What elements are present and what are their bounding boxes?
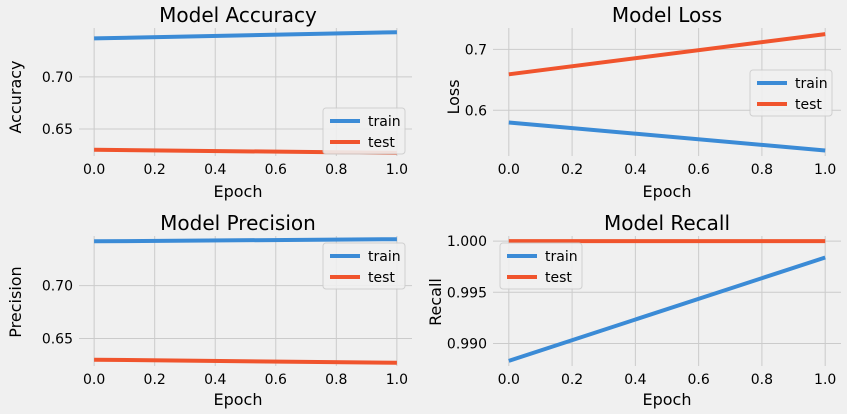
legend-label-test: test: [368, 135, 395, 151]
x-tick-label: 1.0: [814, 372, 836, 388]
x-tick-label: 0.6: [688, 372, 710, 388]
y-tick-label: 0.990: [447, 336, 487, 352]
x-tick-label: 1.0: [386, 372, 408, 388]
y-axis-label-precision: Precision: [6, 266, 25, 337]
chart-title-recall: Model Recall: [604, 211, 730, 235]
y-axis-label-recall: Recall: [426, 278, 445, 326]
x-tick-label: 0.4: [624, 372, 646, 388]
x-tick-label: 0.8: [751, 372, 773, 388]
panel-loss: Model Loss Epoch Loss 0.0 0.2 0.4 0.6 0.8 1.0…: [444, 3, 841, 201]
chart-title-accuracy: Model Accuracy: [159, 3, 317, 27]
x-tick-label: 0.0: [498, 372, 520, 388]
x-tick-label: 0.6: [265, 372, 287, 388]
y-tick-label: 0.65: [42, 122, 73, 138]
x-axis-label-precision: Epoch: [214, 390, 263, 409]
series-line-train-recall: [508, 255, 826, 363]
x-tick-label: 0.0: [83, 372, 105, 388]
series-line-train-accuracy: [94, 30, 397, 41]
x-tick-label: 0.8: [325, 162, 347, 178]
x-tick-label: 0.8: [325, 372, 347, 388]
x-axis-label-loss: Epoch: [643, 182, 692, 201]
x-tick-label: 0.2: [561, 372, 583, 388]
x-tick-label: 0.4: [204, 372, 226, 388]
series-line-test-loss: [508, 32, 826, 77]
x-tick-label: 0.2: [144, 372, 166, 388]
y-tick-label: 0.65: [42, 332, 73, 348]
x-tick-label: 0.6: [265, 162, 287, 178]
y-axis-label-loss: Loss: [444, 79, 463, 114]
legend-label-train: train: [795, 76, 828, 92]
legend-label-test: test: [545, 270, 572, 286]
y-tick-label: 0.70: [42, 70, 73, 86]
legend-label-test: test: [795, 97, 822, 113]
series-line-test-precision: [94, 357, 397, 365]
x-tick-label: 0.4: [624, 162, 646, 178]
legend-label-train: train: [368, 249, 401, 265]
panel-recall: Model Recall Epoch Recall 0.0 0.2 0.4 0.6 0.…: [426, 211, 841, 409]
chart-title-loss: Model Loss: [612, 3, 722, 27]
panel-accuracy: Model Accuracy Epoch Accuracy 0.0 0.2 0.4 0…: [6, 3, 412, 201]
series-line-train-precision: [94, 237, 397, 244]
x-tick-label: 0.6: [688, 162, 710, 178]
x-tick-label: 1.0: [814, 162, 836, 178]
legend-label-test: test: [368, 270, 395, 286]
x-axis-label-accuracy: Epoch: [214, 182, 263, 201]
legend-label-train: train: [545, 249, 578, 265]
x-tick-label: 0.4: [204, 162, 226, 178]
y-axis-label-accuracy: Accuracy: [6, 60, 25, 133]
x-tick-label: 0.0: [498, 162, 520, 178]
x-tick-label: 0.2: [561, 162, 583, 178]
y-tick-label: 0.70: [42, 279, 73, 295]
chart-title-precision: Model Precision: [160, 211, 316, 235]
x-axis-label-recall: Epoch: [643, 390, 692, 409]
legend-label-train: train: [368, 114, 401, 130]
x-tick-label: 0.0: [83, 162, 105, 178]
x-tick-label: 1.0: [386, 162, 408, 178]
y-tick-label: 0.995: [447, 285, 487, 301]
y-tick-label: 0.7: [465, 42, 487, 58]
y-tick-label: 1.000: [447, 234, 487, 250]
x-tick-label: 0.2: [144, 162, 166, 178]
y-tick-label: 0.6: [465, 103, 487, 119]
x-tick-label: 0.8: [751, 162, 773, 178]
series-line-train-loss: [508, 120, 826, 153]
panel-precision: Model Precision Epoch Precision 0.0 0.2 0.…: [6, 211, 412, 409]
